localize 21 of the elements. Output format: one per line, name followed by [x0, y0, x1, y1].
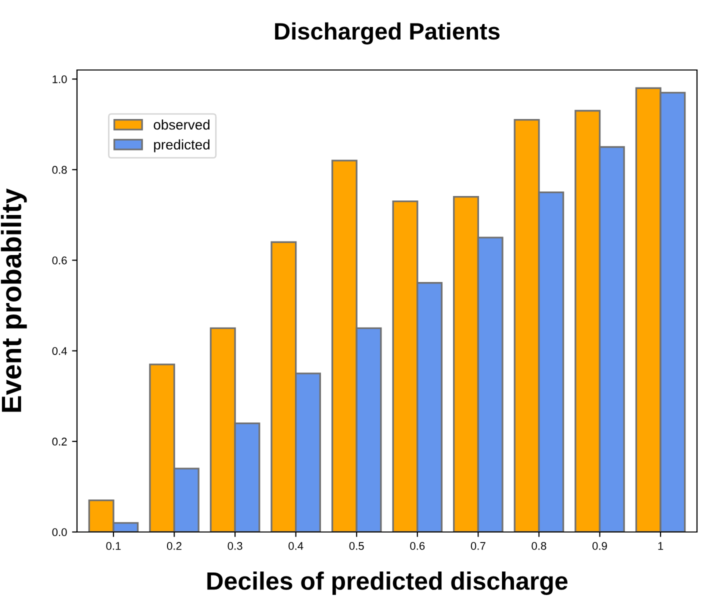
y-axis-title: Event probability: [0, 188, 27, 412]
x-tick-label: 0.5: [349, 542, 364, 550]
x-tick-label: 0.7: [470, 542, 486, 550]
y-tick-label: 0.8: [52, 166, 67, 174]
x-tick-label: 0.6: [410, 542, 425, 550]
chart-title: Discharged Patients: [275, 22, 500, 44]
x-tick-label: 0.3: [228, 542, 242, 550]
legend-label: predicted: [154, 139, 210, 152]
x-tick-label: 1: [658, 542, 664, 550]
y-tick-label: 0.2: [52, 438, 67, 446]
x-tick-label: 0.2: [166, 542, 182, 550]
x-tick-label: 0.9: [592, 542, 607, 550]
x-tick-label: 0.4: [288, 542, 304, 550]
y-tick-label: 1.0: [52, 75, 67, 84]
y-tick-label: 0.0: [52, 528, 67, 536]
x-axis-title: Deciles of predicted discharge: [207, 572, 568, 595]
y-tick-label: 0.4: [52, 347, 67, 355]
x-tick-label: 0.8: [532, 542, 546, 550]
x-tick-label: 0.1: [106, 542, 121, 550]
y-tick-label: 0.6: [52, 256, 67, 264]
legend-label: observed: [154, 119, 210, 130]
